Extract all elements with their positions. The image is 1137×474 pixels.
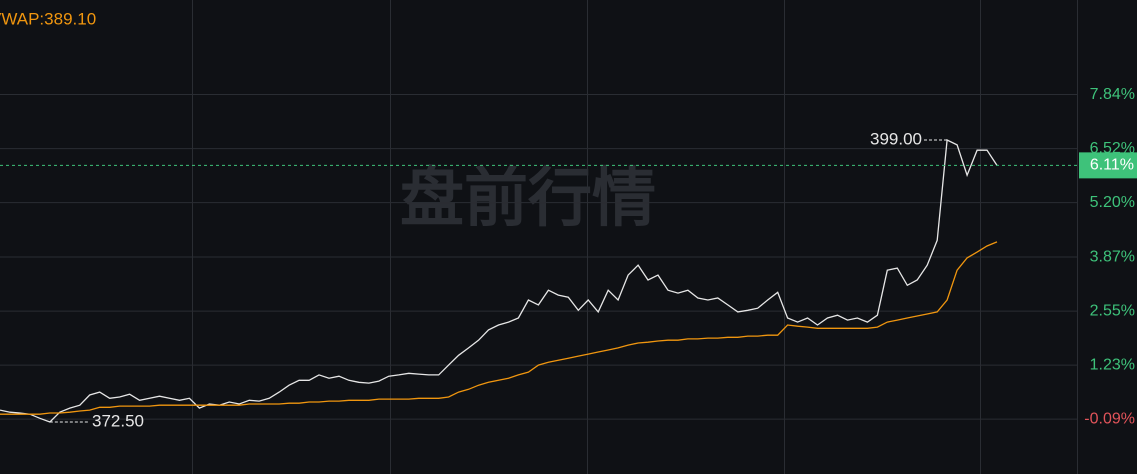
series-line [0,241,998,415]
y-tick-label: -0.09% [1084,410,1135,427]
y-tick-label: 7.84% [1090,86,1135,103]
time-grid [192,0,1078,474]
last-box [1079,152,1137,179]
high-label: 399.00 [870,129,922,148]
y-tick-label: 3.87% [1090,248,1135,265]
low-label: 372.50 [92,411,144,430]
legend-vwap: VWAP:389.10 [0,9,96,28]
y-tick-label: 1.23% [1090,356,1135,373]
watermark: 盘前行情 [400,162,656,234]
y-tick-label: 5.20% [1090,194,1135,211]
series-line [0,139,998,423]
last-label: 6.11% [1090,157,1134,174]
y-tick-label: 2.55% [1090,302,1135,319]
